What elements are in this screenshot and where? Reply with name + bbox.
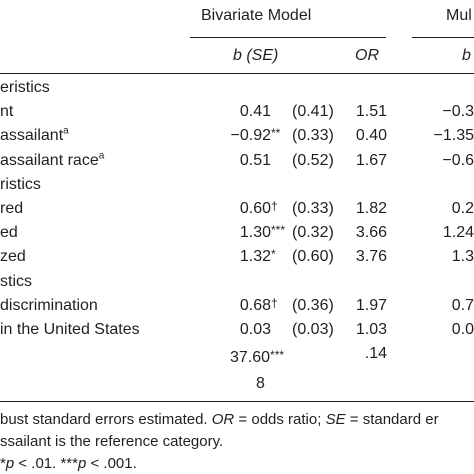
degrees-of-freedom: 8 bbox=[256, 375, 265, 392]
cell-b-multi: 0.7 bbox=[451, 297, 474, 314]
table-note-line-1: bust standard errors estimated. OR = odd… bbox=[0, 411, 439, 428]
cell-se: (0.60) bbox=[292, 248, 334, 265]
cell-b-multi: −0.3 bbox=[442, 103, 474, 120]
cell-b: 0.68† bbox=[240, 296, 288, 315]
row-label: eristics bbox=[0, 79, 50, 96]
cell-se: (0.33) bbox=[292, 127, 334, 144]
row-label: ristics bbox=[0, 176, 41, 193]
cell-b-multi: 1.24 bbox=[442, 224, 474, 241]
col-header-b-se-multi: b bbox=[462, 47, 471, 64]
cell-b-multi: −0.6 bbox=[442, 152, 474, 169]
cell-or: 1.51 bbox=[355, 103, 387, 120]
row-label: discrimination bbox=[0, 297, 98, 314]
cell-b: 0.03 bbox=[239, 321, 271, 338]
row-label: zed bbox=[0, 248, 26, 265]
cell-or: 1.97 bbox=[355, 297, 387, 314]
row-label: red bbox=[0, 200, 24, 217]
row-label: assailanta bbox=[0, 125, 69, 144]
cell-b: 1.32* bbox=[240, 247, 288, 266]
cell-se: (0.32) bbox=[292, 224, 334, 241]
cell-b: 0.51 bbox=[239, 152, 271, 169]
cell-or: 3.76 bbox=[355, 248, 387, 265]
cell-b: −0.92** bbox=[231, 126, 288, 145]
cell-b-significance: ** bbox=[271, 126, 281, 140]
row-label-footnote-marker: a bbox=[98, 150, 105, 162]
table-note-line-2: ssailant is the reference category. bbox=[0, 433, 224, 450]
cell-b: 1.30*** bbox=[240, 223, 288, 242]
row-label-footnote-marker: a bbox=[63, 125, 69, 137]
bivariate-spanner-rule bbox=[190, 37, 386, 38]
multivariate-model-title: Mul bbox=[446, 7, 472, 24]
cell-se: (0.36) bbox=[292, 297, 334, 314]
cell-b-multi: 0.0 bbox=[451, 321, 474, 338]
cell-se: (0.33) bbox=[292, 200, 334, 217]
cell-b: 0.60† bbox=[240, 199, 288, 218]
cell-or: .14 bbox=[364, 345, 387, 362]
cell-or: 0.40 bbox=[355, 127, 387, 144]
table-note-line-3: *p < .01. ***p < .001. bbox=[0, 455, 137, 472]
row-label: nt bbox=[0, 103, 14, 120]
cell-se: (0.52) bbox=[292, 152, 334, 169]
cell-b-multi: 1.3 bbox=[451, 248, 474, 265]
cell-b-significance: *** bbox=[271, 223, 286, 237]
cell-b-multi: −1.35 bbox=[433, 127, 474, 144]
cell-or: 1.82 bbox=[355, 200, 387, 217]
cell-b-significance: † bbox=[271, 199, 278, 213]
cell-se: (0.41) bbox=[292, 103, 334, 120]
header-bottom-rule bbox=[0, 73, 474, 75]
row-label: in the United States bbox=[0, 321, 140, 338]
cell-b-multi: 0.2 bbox=[451, 200, 474, 217]
chi-square-significance: *** bbox=[270, 348, 285, 362]
cell-or: 1.67 bbox=[355, 152, 387, 169]
cell-b-significance: † bbox=[271, 296, 278, 310]
cell-b-significance: * bbox=[271, 247, 276, 261]
row-label: stics bbox=[0, 273, 32, 290]
multivariate-spanner-rule bbox=[412, 37, 474, 38]
row-label: assailant racea bbox=[0, 150, 105, 169]
table-bottom-rule bbox=[0, 401, 474, 403]
col-header-or: OR bbox=[355, 47, 379, 64]
bivariate-model-title: Bivariate Model bbox=[201, 7, 312, 24]
cell-se: (0.03) bbox=[292, 321, 334, 338]
cell-or: 3.66 bbox=[355, 224, 387, 241]
col-header-b-se: b (SE) bbox=[233, 47, 279, 64]
chi-square-value: 37.60*** bbox=[230, 348, 285, 366]
cell-or: 1.03 bbox=[355, 321, 387, 338]
cell-b: 0.41 bbox=[239, 103, 271, 120]
row-label: ed bbox=[0, 224, 18, 241]
